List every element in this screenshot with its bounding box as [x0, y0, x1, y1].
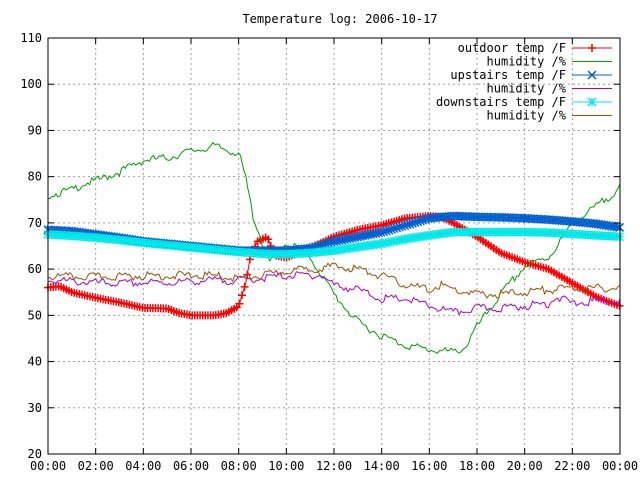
- x-tick-label: 10:00: [268, 459, 304, 473]
- data-point: [386, 224, 396, 234]
- data-point: [264, 235, 273, 244]
- data-point: [415, 216, 425, 226]
- x-tick-label: 18:00: [459, 459, 495, 473]
- x-tick-label: 00:00: [30, 459, 66, 473]
- x-tick-label: 02:00: [78, 459, 114, 473]
- data-point: [326, 237, 336, 247]
- data-point: [323, 238, 334, 248]
- data-point: [321, 239, 331, 249]
- data-point: [418, 215, 428, 225]
- x-tick-label: 22:00: [554, 459, 590, 473]
- data-point: [389, 223, 399, 234]
- plot-frame: [47, 37, 621, 455]
- x-tick-label: 04:00: [125, 459, 161, 473]
- data-point: [420, 214, 431, 224]
- data-point: [318, 239, 328, 250]
- data-point: [379, 227, 389, 237]
- data-point: [397, 221, 407, 231]
- data-point: [410, 217, 420, 227]
- chart-title: Temperature log: 2006-10-17: [242, 12, 437, 26]
- x-tick-label: 14:00: [364, 459, 400, 473]
- series-line: [47, 271, 621, 316]
- legend-label: outdoor temp /F: [458, 41, 566, 55]
- y-tick-label: 30: [28, 401, 42, 415]
- data-point: [235, 299, 244, 308]
- grid-lines: [48, 38, 620, 454]
- series-1: [48, 141, 621, 355]
- y-tick-label: 110: [20, 31, 42, 45]
- y-tick-label: 50: [28, 308, 42, 322]
- y-tick-label: 60: [28, 262, 42, 276]
- y-tick-label: 20: [28, 447, 42, 461]
- legend-marker: [588, 44, 596, 52]
- legend-label: humidity /%: [487, 55, 567, 69]
- y-tick-label: 70: [28, 216, 42, 230]
- data-point: [407, 218, 417, 228]
- data-point: [376, 227, 386, 237]
- y-tick-label: 90: [28, 123, 42, 137]
- x-tick-label: 00:00: [602, 459, 638, 473]
- x-tick-label: 06:00: [173, 459, 209, 473]
- data-point: [400, 220, 410, 231]
- x-tick-label: 20:00: [507, 459, 543, 473]
- x-tick-label: 12:00: [316, 459, 352, 473]
- y-tick-label: 100: [20, 77, 42, 91]
- axes: 20 30 40 50 60 70 80 90 100 110 00:00 02:00 04:00 06:…: [20, 31, 638, 473]
- data-point: [405, 219, 415, 229]
- x-tick-label: 16:00: [411, 459, 447, 473]
- series-5: [47, 262, 621, 299]
- data-point: [402, 220, 412, 230]
- legend-label: upstairs temp /F: [450, 68, 566, 82]
- series-3: [47, 271, 621, 316]
- data-point: [240, 282, 249, 291]
- legend-label: humidity /%: [487, 82, 567, 96]
- legend-marker: [587, 70, 597, 80]
- data-point: [384, 225, 394, 235]
- data-point: [394, 222, 404, 232]
- data-point: [381, 226, 391, 236]
- y-tick-label: 40: [28, 355, 42, 369]
- x-tick-label: 08:00: [221, 459, 257, 473]
- y-tick-label: 80: [28, 170, 42, 184]
- series-line: [48, 141, 621, 355]
- data-point: [392, 223, 402, 233]
- legend-marker: [587, 97, 597, 107]
- data-point: [238, 291, 247, 300]
- data-point: [373, 228, 383, 238]
- legend-label: downstairs temp /F: [436, 95, 566, 109]
- data-point: [413, 217, 423, 227]
- series-line: [47, 262, 621, 299]
- data-point: [251, 242, 260, 251]
- legend-label: humidity /%: [487, 109, 567, 123]
